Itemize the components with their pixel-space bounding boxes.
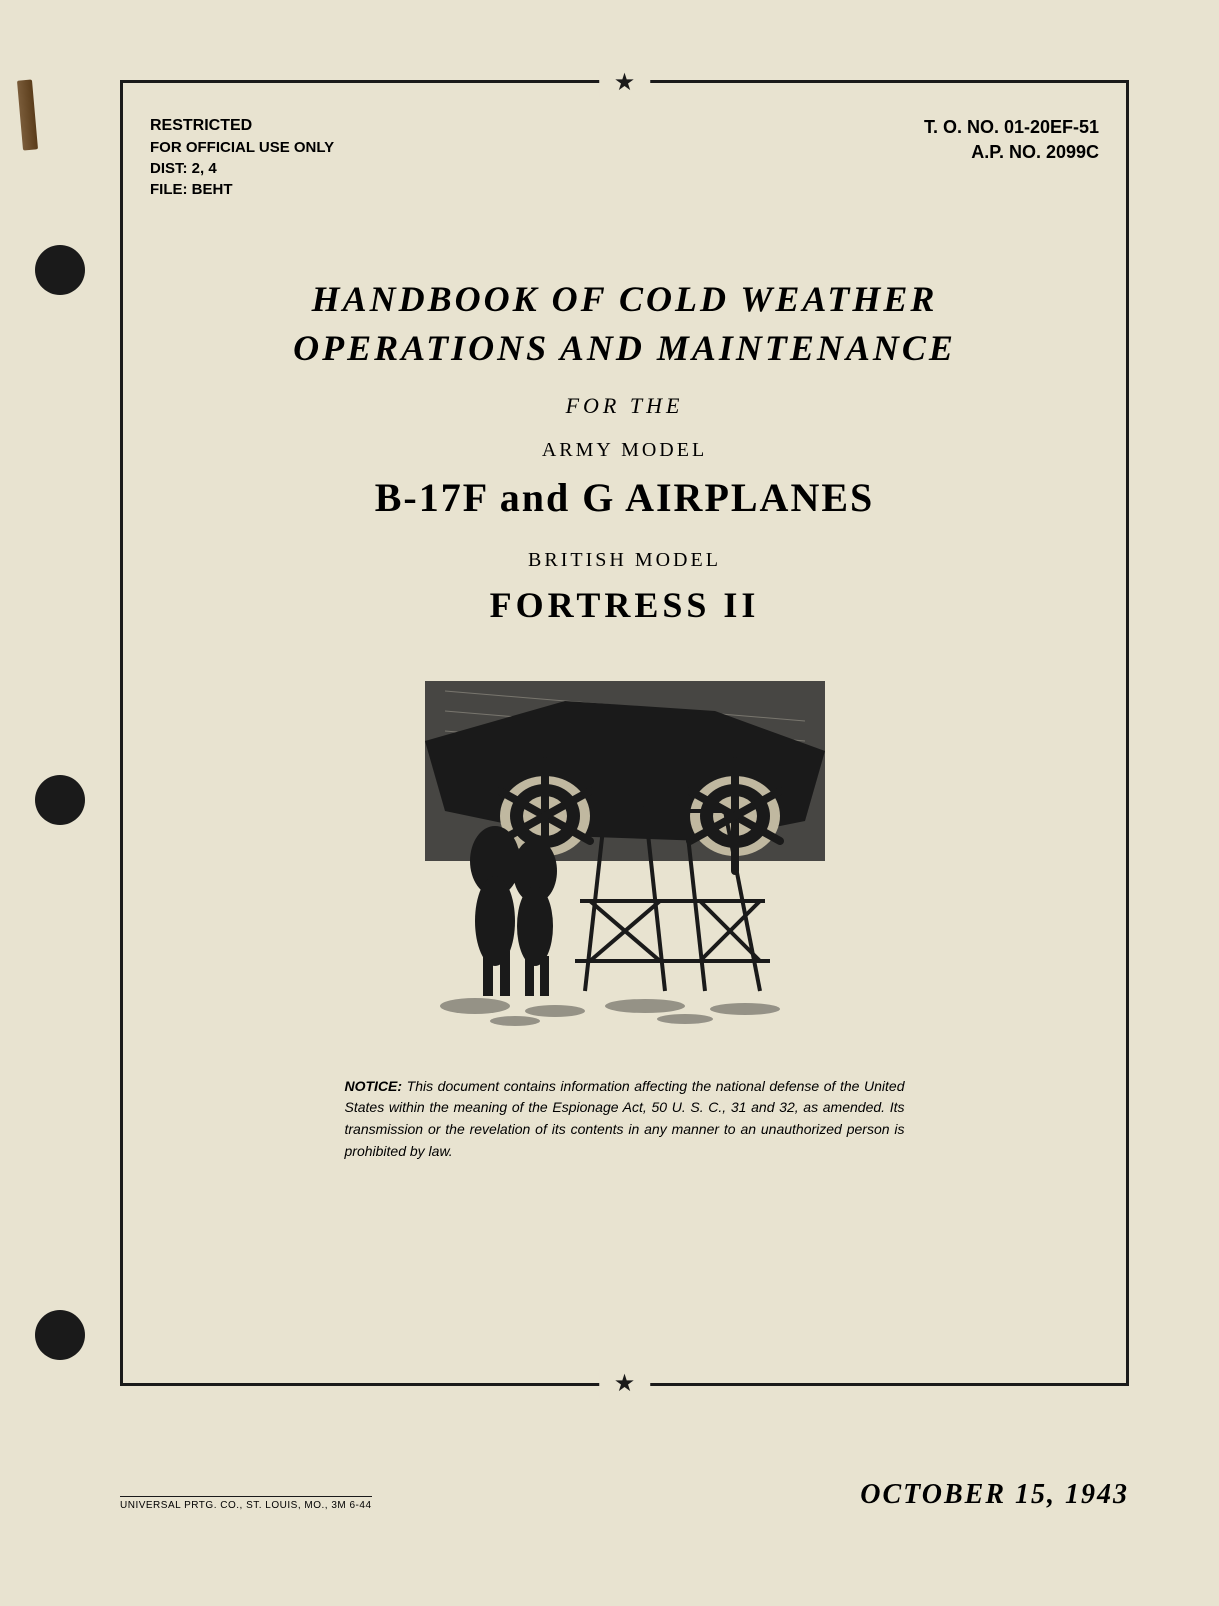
header-row: RESTRICTED FOR OFFICIAL USE ONLY DIST: 2…: [150, 115, 1099, 200]
to-number: T. O. NO. 01-20EF-51: [924, 115, 1099, 140]
aircraft-model: B-17F and G AIRPLANES: [150, 474, 1099, 521]
header-left: RESTRICTED FOR OFFICIAL USE ONLY DIST: 2…: [150, 115, 334, 200]
notice-label: NOTICE:: [345, 1078, 403, 1094]
file-label: FILE: BEHT: [150, 179, 334, 200]
title-line-2: OPERATIONS AND MAINTENANCE: [293, 328, 956, 368]
punch-hole: [35, 245, 85, 295]
printer-credit: UNIVERSAL PRTG. CO., ST. LOUIS, MO., 3M …: [120, 1496, 372, 1511]
punch-hole: [35, 775, 85, 825]
restricted-label: RESTRICTED: [150, 115, 334, 137]
main-title: HANDBOOK OF COLD WEATHER OPERATIONS AND …: [150, 275, 1099, 372]
title-block: HANDBOOK OF COLD WEATHER OPERATIONS AND …: [150, 275, 1099, 1162]
aircraft-illustration: [365, 661, 885, 1041]
ap-number: A.P. NO. 2099C: [924, 140, 1099, 165]
punch-hole: [35, 1310, 85, 1360]
star-ornament-top: ★: [599, 68, 651, 97]
star-ornament-bottom: ★: [599, 1369, 651, 1398]
notice-text: This document contains information affec…: [345, 1078, 905, 1159]
staple-mark: [17, 79, 38, 150]
header-right: T. O. NO. 01-20EF-51 A.P. NO. 2099C: [924, 115, 1099, 200]
british-model-label: BRITISH MODEL: [150, 549, 1099, 572]
for-the-label: FOR THE: [150, 393, 1099, 419]
footer-row: UNIVERSAL PRTG. CO., ST. LOUIS, MO., 3M …: [120, 1479, 1129, 1511]
document-page: ★ ★ RESTRICTED FOR OFFICIAL USE ONLY DIS…: [0, 0, 1219, 1606]
security-notice: NOTICE: This document contains informati…: [345, 1076, 905, 1163]
publication-date: OCTOBER 15, 1943: [860, 1479, 1129, 1511]
official-use-label: FOR OFFICIAL USE ONLY: [150, 137, 334, 158]
title-line-1: HANDBOOK OF COLD WEATHER: [312, 279, 938, 319]
army-model-label: ARMY MODEL: [150, 439, 1099, 462]
dist-label: DIST: 2, 4: [150, 158, 334, 179]
fortress-label: FORTRESS II: [150, 584, 1099, 626]
content-area: RESTRICTED FOR OFFICIAL USE ONLY DIST: 2…: [150, 115, 1099, 1356]
